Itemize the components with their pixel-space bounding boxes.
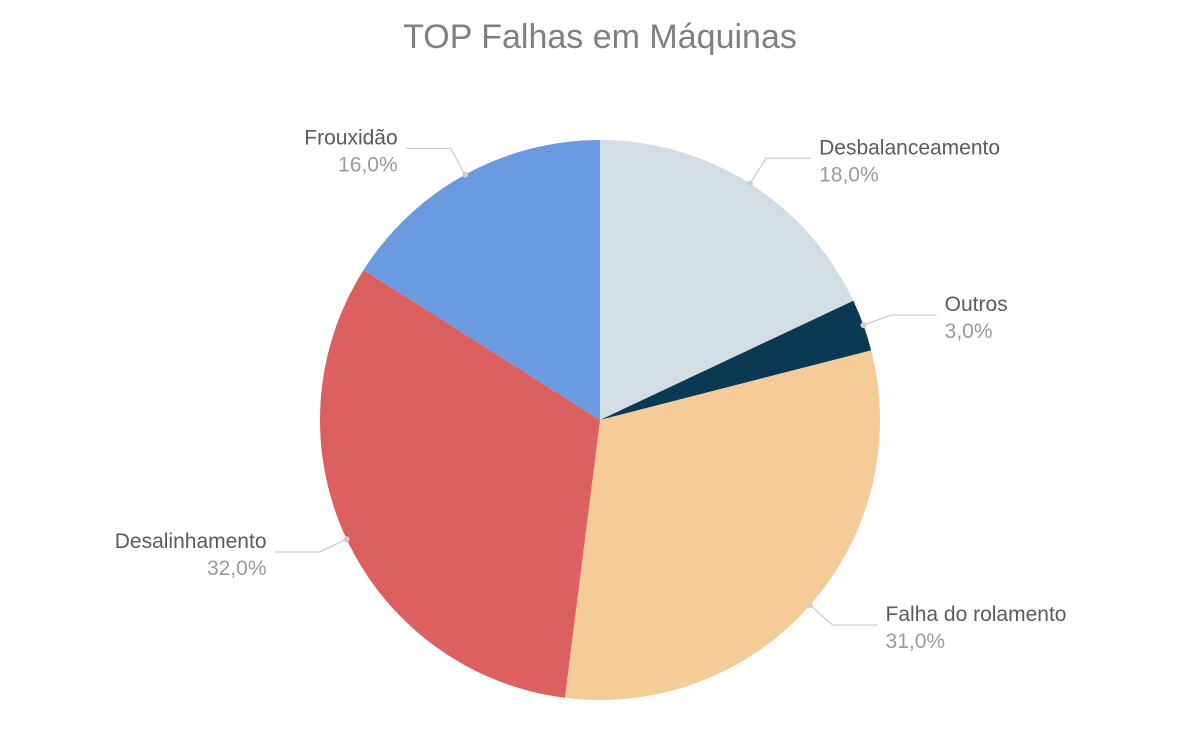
leader-dot — [344, 536, 350, 542]
leader-dot — [462, 172, 468, 178]
leader-dot — [807, 602, 813, 608]
slice-percent: 16,0% — [338, 153, 398, 176]
slice-label: Frouxidão — [304, 126, 397, 149]
slice-label: Desbalanceamento — [819, 136, 1000, 159]
leader-line — [750, 158, 811, 183]
slice-percent: 31,0% — [886, 630, 946, 653]
leader-line — [810, 605, 878, 625]
slice-label: Desalinhamento — [115, 530, 267, 553]
leader-line — [863, 315, 936, 325]
slice-percent: 3,0% — [945, 320, 993, 343]
leader-line — [275, 539, 347, 552]
slice-percent: 18,0% — [819, 163, 879, 186]
leader-dot — [747, 181, 753, 187]
pie-chart-container: TOP Falhas em Máquinas Desbalanceamento1… — [0, 0, 1200, 742]
pie-chart-svg: Desbalanceamento 18,0% Outros 3,0% Falha do … — [0, 0, 1200, 742]
slice-label: Outros — [945, 293, 1008, 316]
leader-dot — [860, 322, 866, 328]
slice-percent: 32,0% — [207, 557, 267, 580]
slice-label: Falha do rolamento — [886, 603, 1067, 626]
leader-line — [406, 148, 465, 174]
